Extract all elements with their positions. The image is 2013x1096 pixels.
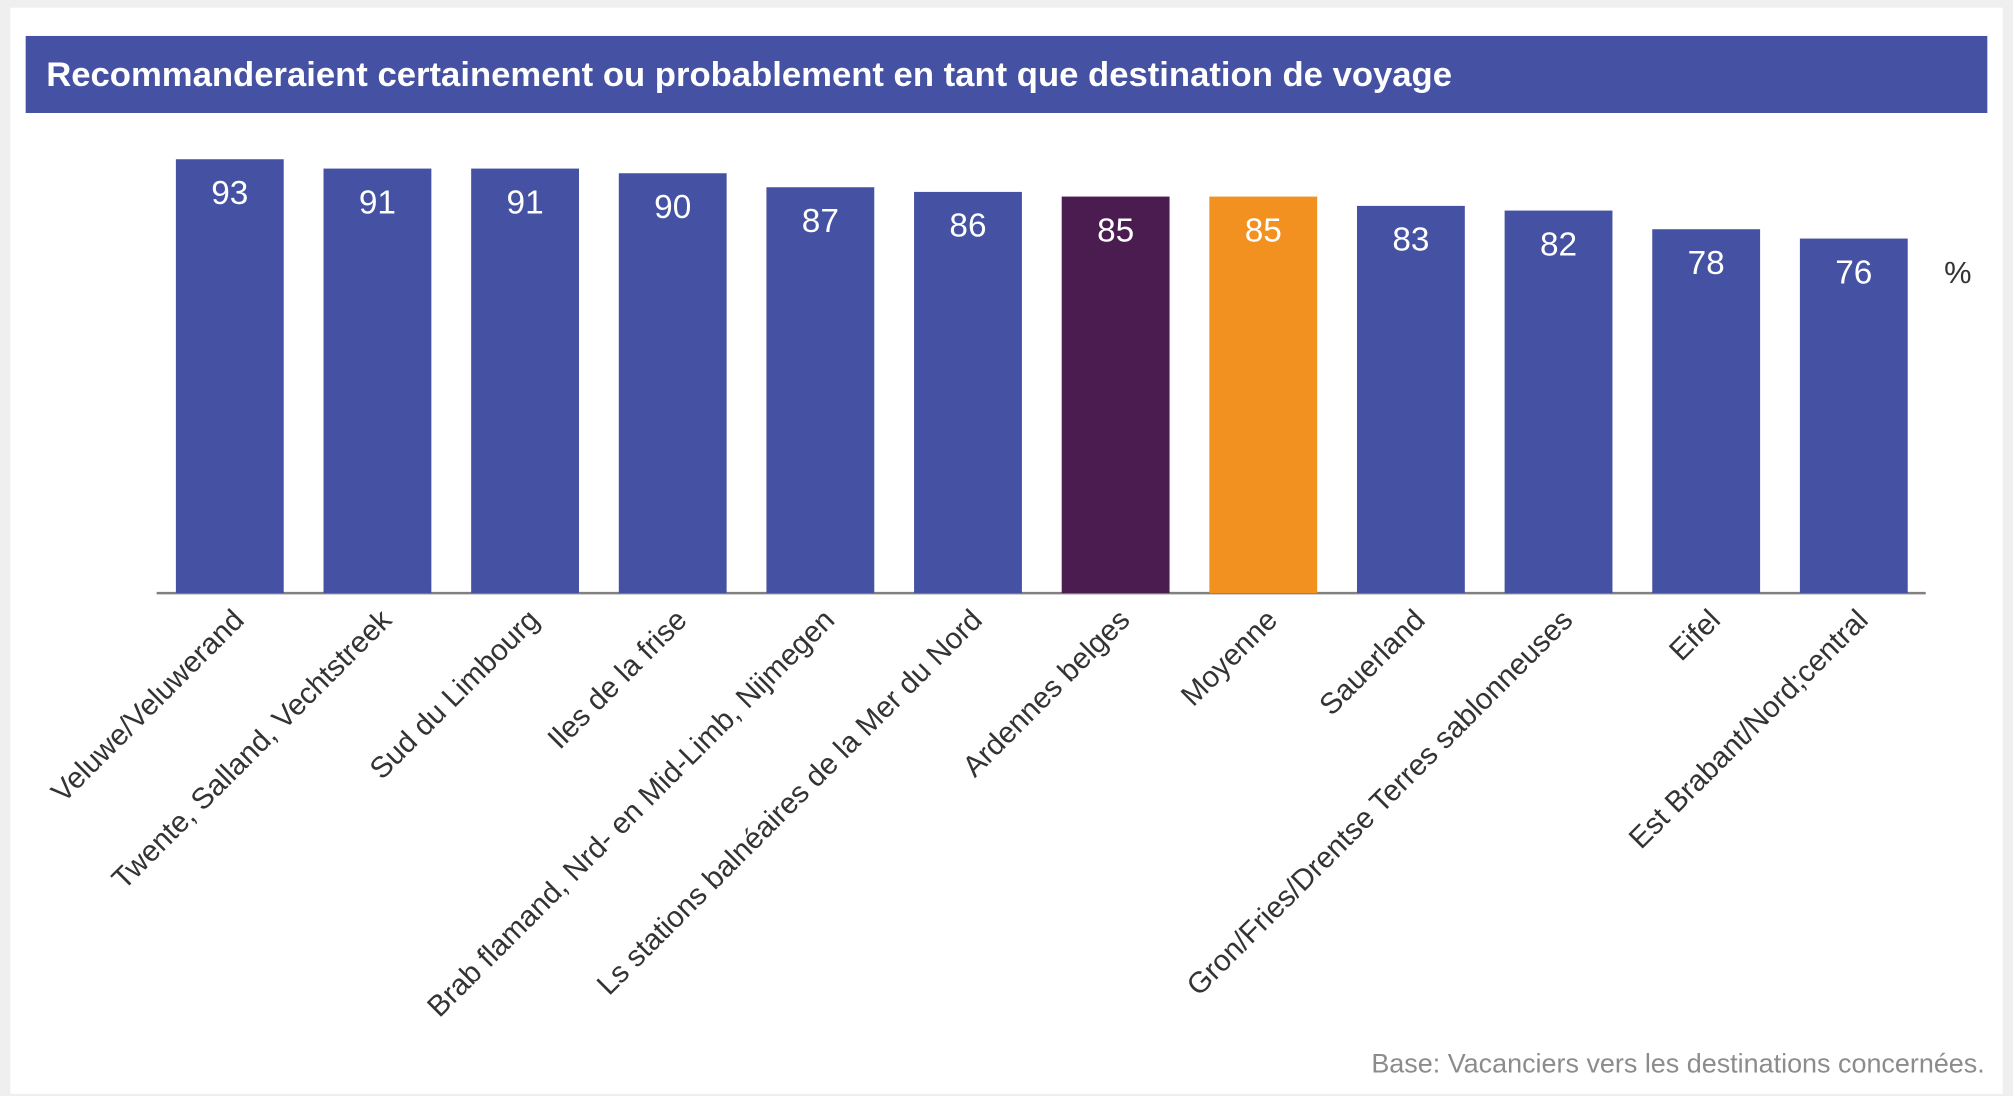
value-label: 85	[1097, 212, 1134, 249]
bar	[1356, 205, 1465, 594]
bar	[618, 173, 727, 594]
value-label: 76	[1835, 254, 1872, 291]
bar	[1652, 229, 1761, 594]
value-label: 91	[359, 184, 396, 221]
bar	[766, 187, 875, 594]
value-label: 93	[211, 175, 248, 212]
value-label: 85	[1245, 212, 1282, 249]
bar	[471, 168, 579, 594]
bar	[1061, 196, 1170, 594]
footnote: Base: Vacanciers vers les destinations c…	[1371, 1049, 1984, 1079]
bar	[1504, 210, 1613, 594]
value-label: 86	[949, 208, 986, 245]
bar	[1209, 196, 1318, 594]
value-label: 90	[654, 189, 691, 226]
value-label: 87	[802, 203, 839, 240]
bar	[175, 159, 284, 594]
value-label: 83	[1392, 222, 1429, 259]
title-bar	[25, 35, 1988, 113]
bar	[323, 168, 432, 594]
bar	[914, 191, 1022, 594]
bar	[1799, 238, 1908, 594]
chart-title: Recommanderaient certainement ou probabl…	[46, 56, 1452, 94]
value-label: 82	[1540, 226, 1577, 263]
value-label: 91	[507, 184, 544, 221]
unit-label: %	[1944, 255, 1971, 290]
value-label: 78	[1688, 245, 1725, 282]
